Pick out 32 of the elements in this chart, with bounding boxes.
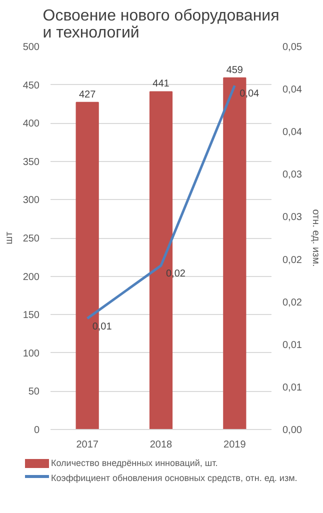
y2-axis-title: отн. ед. изм.: [310, 209, 321, 267]
y2-tick-label: 0,00: [282, 425, 302, 436]
y-tick-label: 450: [22, 80, 40, 92]
x-tick-label: 2017: [76, 440, 99, 450]
y-tick-label: 300: [22, 195, 40, 206]
y-tick-label: 100: [22, 348, 40, 360]
y2-tick-label: 0,02: [282, 297, 302, 308]
data-label: 459: [226, 64, 244, 76]
y-tick-label: 200: [22, 272, 40, 283]
y2-tick-label: 0,04: [282, 84, 302, 96]
y2-tick-label: 0,02: [282, 254, 302, 266]
data-label: 441: [152, 78, 170, 90]
x-tick-label: 2019: [224, 440, 246, 450]
legend-label: Коэффициент обновления основных средств, отн. ед. изм.: [51, 472, 298, 485]
y-axis-title: шт: [4, 231, 15, 244]
chart-title: Освоение нового оборудования и технологий: [42, 8, 280, 42]
y2-tick-label: 0,01: [282, 382, 302, 394]
y-tick-label: 150: [22, 310, 40, 322]
y-tick-label: 350: [22, 156, 40, 168]
legend-label: Количество внедрённых инноваций, шт.: [51, 457, 218, 470]
x-tick-label: 2018: [150, 440, 173, 450]
y2-tick-label: 0,04: [282, 127, 302, 138]
y-tick-label: 250: [22, 234, 40, 244]
y-tick-label: 500: [22, 42, 40, 53]
y2-tick-label: 0,01: [282, 340, 302, 351]
y-tick-label: 50: [28, 386, 40, 398]
y-tick-label: 0: [34, 425, 40, 436]
y2-tick-label: 0,05: [282, 42, 302, 53]
y2-tick-label: 0,03: [282, 170, 302, 181]
y2-tick-label: 0,03: [282, 212, 302, 224]
data-label: 427: [78, 89, 96, 100]
y-tick-label: 400: [22, 118, 40, 130]
